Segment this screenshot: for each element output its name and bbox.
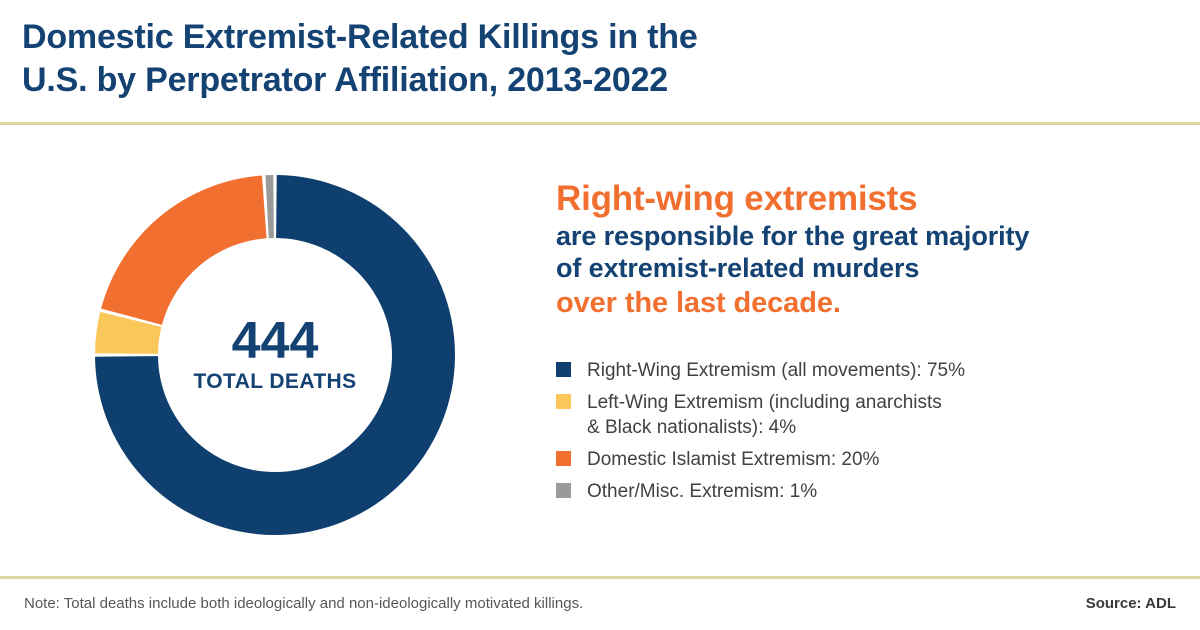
headline-line-1: Right-wing extremists xyxy=(556,179,918,218)
footer-source: Source: ADL xyxy=(1085,595,1176,612)
donut-chart-svg xyxy=(95,175,455,535)
legend-color-swatch xyxy=(556,483,571,498)
legend-item-label: Domestic Islamist Extremism: 20% xyxy=(587,449,880,470)
donut-slice xyxy=(101,175,267,325)
headline-block: Right-wing extremists are responsible fo… xyxy=(556,178,1176,322)
donut-slice xyxy=(95,175,455,535)
headline-line-3: of extremist-related murders xyxy=(556,253,920,283)
legend-item-label: Right-Wing Extremism (all movements): 75… xyxy=(587,360,965,381)
chart-legend: Right-Wing Extremism (all movements): 75… xyxy=(556,358,1176,511)
title-line-2: U.S. by Perpetrator Affiliation, 2013-20… xyxy=(22,61,669,99)
legend-color-swatch xyxy=(556,451,571,466)
donut-slice xyxy=(95,311,162,354)
divider-top xyxy=(0,122,1200,125)
legend-item-label-continued: & Black nationalists): 4% xyxy=(587,417,797,438)
legend-item-label: Other/Misc. Extremism: 1% xyxy=(587,481,818,502)
headline-line-2: are responsible for the great majority xyxy=(556,221,1030,251)
legend-item: Right-Wing Extremism (all movements): 75… xyxy=(556,358,1176,383)
headline-line-4: over the last decade. xyxy=(556,287,841,319)
legend-item: Other/Misc. Extremism: 1% xyxy=(556,479,1176,504)
legend-item: Left-Wing Extremism (including anarchist… xyxy=(556,390,1176,440)
legend-color-swatch xyxy=(556,394,571,409)
donut-slice-group xyxy=(95,175,455,535)
donut-slice xyxy=(265,175,274,239)
legend-item: Domestic Islamist Extremism: 20% xyxy=(556,447,1176,472)
legend-color-swatch xyxy=(556,362,571,377)
legend-item-label: Left-Wing Extremism (including anarchist… xyxy=(587,392,942,438)
donut-chart: 444 TOTAL DEATHS xyxy=(95,175,455,535)
title-line-1: Domestic Extremist-Related Killings in t… xyxy=(22,18,698,56)
footer-note: Note: Total deaths include both ideologi… xyxy=(24,595,584,612)
divider-bottom xyxy=(0,576,1200,579)
page-title: Domestic Extremist-Related Killings in t… xyxy=(22,16,922,102)
